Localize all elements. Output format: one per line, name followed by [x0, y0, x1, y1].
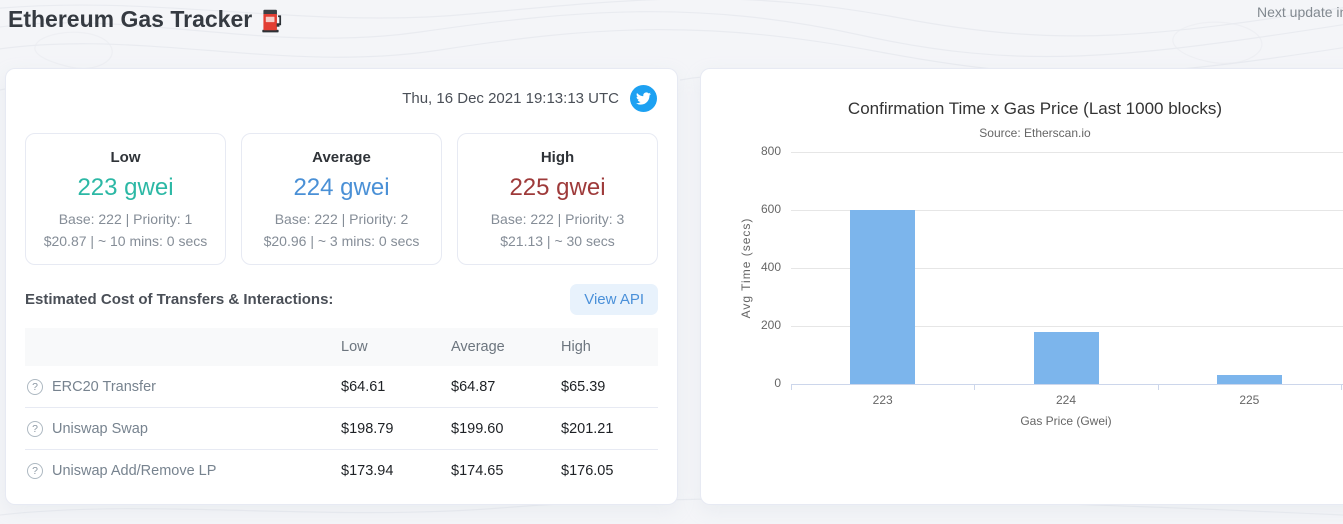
gridline — [791, 210, 1343, 211]
help-icon[interactable]: ? — [27, 463, 43, 479]
cost-average: $174.65 — [451, 463, 504, 479]
x-axis-line — [791, 384, 1343, 385]
twitter-icon — [636, 92, 651, 105]
bar-224 — [1033, 331, 1099, 384]
bar-223 — [850, 210, 916, 384]
cost-average: $64.87 — [451, 378, 496, 395]
table-header-high: High — [561, 339, 591, 355]
y-axis-tick-label: 0 — [774, 376, 781, 390]
cost-high: $176.05 — [561, 463, 614, 479]
next-update-label: Next update in — [1257, 4, 1343, 20]
gridline — [791, 268, 1343, 269]
gas-card-average: Average 224 gwei Base: 222 | Priority: 2… — [241, 133, 442, 265]
page-header: Ethereum Gas Tracker Next update in — [0, 0, 1343, 58]
gas-card-cost-time: $20.96 | ~ 3 mins: 0 secs — [263, 232, 420, 249]
table-row: ? Uniswap Add/Remove LP $173.94 $174.65 … — [25, 450, 658, 492]
gas-card-low: Low 223 gwei Base: 222 | Priority: 1 $20… — [25, 133, 226, 265]
cost-low: $173.94 — [341, 463, 394, 479]
x-axis-tick-label: 224 — [1055, 393, 1077, 407]
gridline — [791, 152, 1343, 153]
axis-tick — [1157, 384, 1159, 390]
cost-high: $201.21 — [561, 420, 614, 437]
table-row: ? ERC20 Transfer $64.61 $64.87 $65.39 — [25, 366, 658, 408]
estimated-cost-table: Low Average High ? ERC20 Transfer $64.61… — [25, 328, 658, 492]
gas-card-value: 225 gwei — [509, 174, 606, 201]
y-axis-tick-label: 400 — [760, 260, 781, 274]
table-header-average: Average — [451, 339, 505, 355]
chart-subtitle: Source: Etherscan.io — [979, 126, 1091, 140]
action-label: Uniswap Swap — [52, 420, 148, 437]
table-header-row: Low Average High — [25, 328, 658, 366]
gas-card-value: 223 gwei — [77, 174, 174, 201]
gas-price-cards: Low 223 gwei Base: 222 | Priority: 1 $20… — [6, 112, 677, 265]
bar-225 — [1216, 375, 1282, 384]
gridline — [791, 326, 1343, 327]
cost-average: $199.60 — [451, 420, 504, 437]
table-header-low: Low — [341, 339, 368, 355]
twitter-share-button[interactable] — [630, 85, 657, 112]
confirmation-time-chart-card: Confirmation Time x Gas Price (Last 1000… — [700, 68, 1343, 505]
action-label: ERC20 Transfer — [52, 378, 156, 395]
gas-card-label: Average — [312, 149, 371, 166]
x-axis-title: Gas Price (Gwei) — [1020, 414, 1112, 428]
page-title-text: Ethereum Gas Tracker — [8, 6, 253, 32]
view-api-button[interactable]: View API — [570, 284, 658, 315]
axis-tick — [791, 384, 792, 390]
y-axis-tick-label: 800 — [760, 144, 781, 158]
gas-card-base-priority: Base: 222 | Priority: 3 — [490, 211, 625, 227]
bar-chart: Confirmation Time x Gas Price (Last 1000… — [701, 69, 1343, 504]
estimated-cost-section-header: Estimated Cost of Transfers & Interactio… — [6, 265, 677, 315]
timestamp: Thu, 16 Dec 2021 19:13:13 UTC — [402, 90, 619, 107]
axis-tick — [974, 384, 976, 390]
cost-low: $64.61 — [341, 378, 386, 395]
chart-title: Confirmation Time x Gas Price (Last 1000… — [847, 99, 1223, 118]
cost-high: $65.39 — [561, 378, 606, 395]
gas-card-value: 224 gwei — [293, 174, 390, 201]
gas-card-high: High 225 gwei Base: 222 | Priority: 3 $2… — [457, 133, 658, 265]
axis-tick — [1341, 384, 1342, 390]
gas-card-base-priority: Base: 222 | Priority: 2 — [274, 211, 409, 227]
action-label: Uniswap Add/Remove LP — [52, 463, 217, 479]
gas-card-label: Low — [110, 149, 141, 166]
gas-card-base-priority: Base: 222 | Priority: 1 — [58, 211, 193, 227]
x-axis-tick-label: 225 — [1239, 393, 1260, 407]
table-row: ? Uniswap Swap $198.79 $199.60 $201.21 — [25, 408, 658, 450]
fuel-pump-icon — [262, 9, 282, 32]
gas-card-cost-time: $21.13 | ~ 30 secs — [500, 232, 615, 249]
estimated-cost-title: Estimated Cost of Transfers & Interactio… — [25, 291, 334, 308]
help-icon[interactable]: ? — [27, 420, 43, 437]
cost-low: $198.79 — [341, 420, 394, 437]
gas-card-cost-time: $20.87 | ~ 10 mins: 0 secs — [43, 232, 208, 249]
x-axis-tick-label: 223 — [872, 393, 893, 407]
gas-summary-card: Thu, 16 Dec 2021 19:13:13 UTC Low 223 gw… — [5, 68, 678, 505]
timestamp-row: Thu, 16 Dec 2021 19:13:13 UTC — [6, 69, 677, 112]
help-icon[interactable]: ? — [27, 378, 43, 395]
gas-card-label: High — [540, 149, 575, 166]
y-axis-tick-label: 600 — [760, 202, 781, 216]
y-axis-tick-label: 200 — [760, 318, 781, 332]
page-title: Ethereum Gas Tracker — [8, 6, 282, 33]
